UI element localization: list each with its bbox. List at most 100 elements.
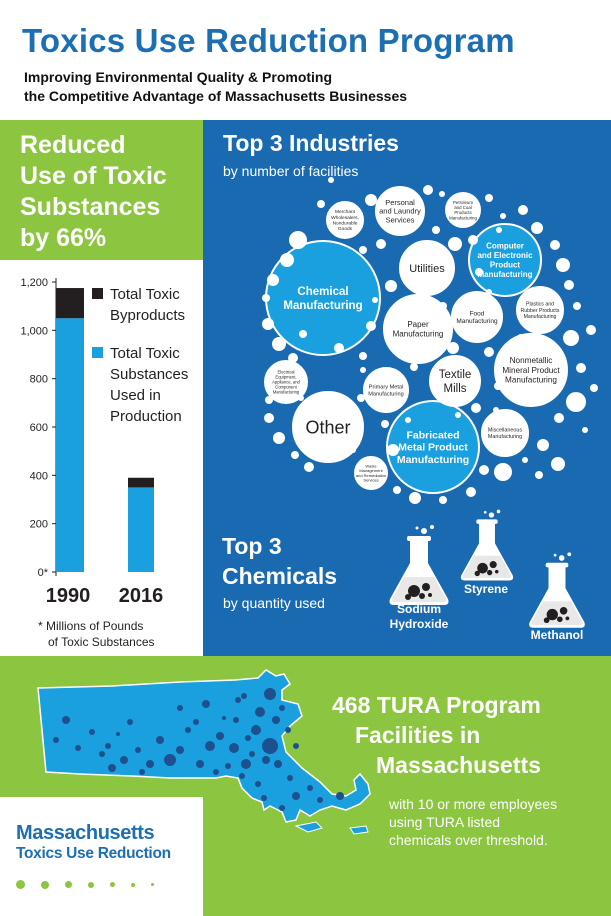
industry-bubble-circle [354, 456, 388, 490]
decorative-bubble-dot [357, 394, 365, 402]
facility-dot [116, 732, 120, 736]
decorative-bubble-dot [493, 407, 499, 413]
decorative-bubble-dot [360, 367, 366, 373]
facility-dot [251, 725, 261, 735]
industry-bubble-label: Manufacturing [456, 318, 498, 325]
decorative-bubble-dot [272, 337, 286, 351]
legend-label: Byproducts [110, 307, 185, 324]
decorative-bubble-dot [518, 205, 528, 215]
industry-bubble-label: Personal [385, 198, 415, 207]
facility-dot [292, 792, 300, 800]
industry-bubble-label: Electrical [278, 370, 295, 375]
facility-dot [196, 760, 204, 768]
facility-dot [216, 732, 224, 740]
decorative-bubble-dot [432, 226, 440, 234]
industry-bubble-label: Mineral Product [502, 366, 560, 375]
legend-label: Used in [110, 387, 161, 404]
industry-bubble: Other [292, 391, 364, 463]
industry-bubble-label: Manufacturing [283, 300, 362, 312]
flask-sodium-hydroxide-icon [389, 525, 449, 605]
industry-bubble-label: and Coal [454, 205, 472, 210]
decorative-bubble-dot [475, 268, 483, 276]
industry-bubble-label: Manufacturing [449, 215, 477, 220]
decorative-bubble-dot [280, 253, 294, 267]
decorative-bubble-dot [447, 342, 459, 354]
decorative-bubble-dot [564, 280, 574, 290]
logo-dot [110, 882, 115, 887]
industry-bubble-label: Waste [365, 463, 377, 468]
flask-bubble [474, 570, 480, 577]
facility-dot [225, 763, 231, 769]
facility-dot [99, 751, 105, 757]
facilities-headline: 468 TURA Program Facilities in Massachus… [310, 690, 600, 780]
facility-dot [317, 797, 323, 803]
decorative-bubble-dot [551, 457, 565, 471]
decorative-bubble-dot [448, 237, 462, 251]
facility-dot [164, 754, 176, 766]
industry-bubble-label: Manufacturing [477, 270, 532, 279]
flask-vapor [558, 555, 565, 561]
industry-bubble-label: Plastics and [526, 302, 554, 308]
facility-dot [264, 688, 276, 700]
facility-dot [241, 693, 247, 699]
decorative-bubble-dot [372, 297, 378, 303]
facility-dot [262, 756, 270, 764]
decorative-bubble-dot [566, 392, 586, 412]
facilities-note: with 10 or more employees using TURA lis… [389, 795, 599, 849]
decorative-bubble-dot [486, 289, 492, 295]
flask-bubble [405, 594, 411, 600]
facility-dot [307, 785, 313, 791]
industry-bubble-label: Utilities [409, 263, 445, 275]
facility-dot [213, 769, 219, 775]
industry-bubble-circle [375, 186, 425, 236]
tur-logo: Massachusetts Toxics Use Reduction [16, 822, 196, 863]
flask-rim [476, 519, 498, 524]
decorative-bubble-dot [262, 318, 274, 330]
industry-bubble-label: Manufacturing [524, 314, 557, 320]
y-tick-label: 200 [30, 519, 48, 531]
bar-2016-series-0 [128, 487, 154, 572]
industry-bubble-circle [468, 223, 542, 297]
industry-bubble-label: and Laundry [379, 207, 421, 216]
industry-bubble-label: Goods [338, 226, 353, 232]
industry-bubble-label: Primary Metal [369, 385, 404, 391]
facility-dot [279, 805, 285, 811]
flask-styrene-icon [460, 509, 514, 581]
massachusetts-map [37, 669, 371, 835]
flask-vapor [421, 528, 427, 534]
facility-dot [105, 743, 111, 749]
facilities-headline-line-2: Facilities in [355, 722, 481, 748]
facility-dot [293, 743, 299, 749]
facility-dot [239, 773, 245, 779]
industry-bubble-label: Mills [444, 383, 467, 395]
chemical-label-sodium-hydroxide: Sodium Hydroxide [389, 602, 449, 631]
decorative-bubble-dot [494, 463, 512, 481]
decorative-bubble-dot [522, 457, 528, 463]
page-subtitle: Improving Environmental Quality & Promot… [24, 68, 584, 106]
decorative-bubble-dot [563, 330, 579, 346]
legend-label: Production [110, 408, 182, 425]
industry-bubble: Textile Mills [429, 355, 481, 407]
logo-dot [88, 881, 94, 888]
industry-bubble-label: Miscellaneous [488, 428, 522, 434]
industry-bubble-label: Manufacturing [397, 454, 469, 466]
industries-title: Top 3 Industries [223, 130, 399, 156]
industry-bubble-circle [383, 294, 453, 364]
nantucket-shape [349, 825, 369, 835]
industry-bubble-label: Metal Product [398, 442, 468, 454]
facilities-note-line-2: using TURA listed [389, 814, 501, 830]
bar-1990-series-0 [56, 318, 84, 572]
reduction-headline-panel: Reduced Use of Toxic Substances by 66% [0, 120, 203, 260]
flask-bubble [487, 569, 493, 576]
decorative-bubble-dot [288, 353, 298, 363]
legend-label: Total Toxic [110, 345, 180, 362]
facility-dot [233, 717, 239, 723]
industry-bubble-label: Manufacturing [368, 391, 403, 397]
logo-dot [65, 881, 72, 888]
facility-dot [255, 707, 265, 717]
facility-dot [176, 746, 184, 754]
y-tick-label: 1,000 [20, 325, 48, 337]
